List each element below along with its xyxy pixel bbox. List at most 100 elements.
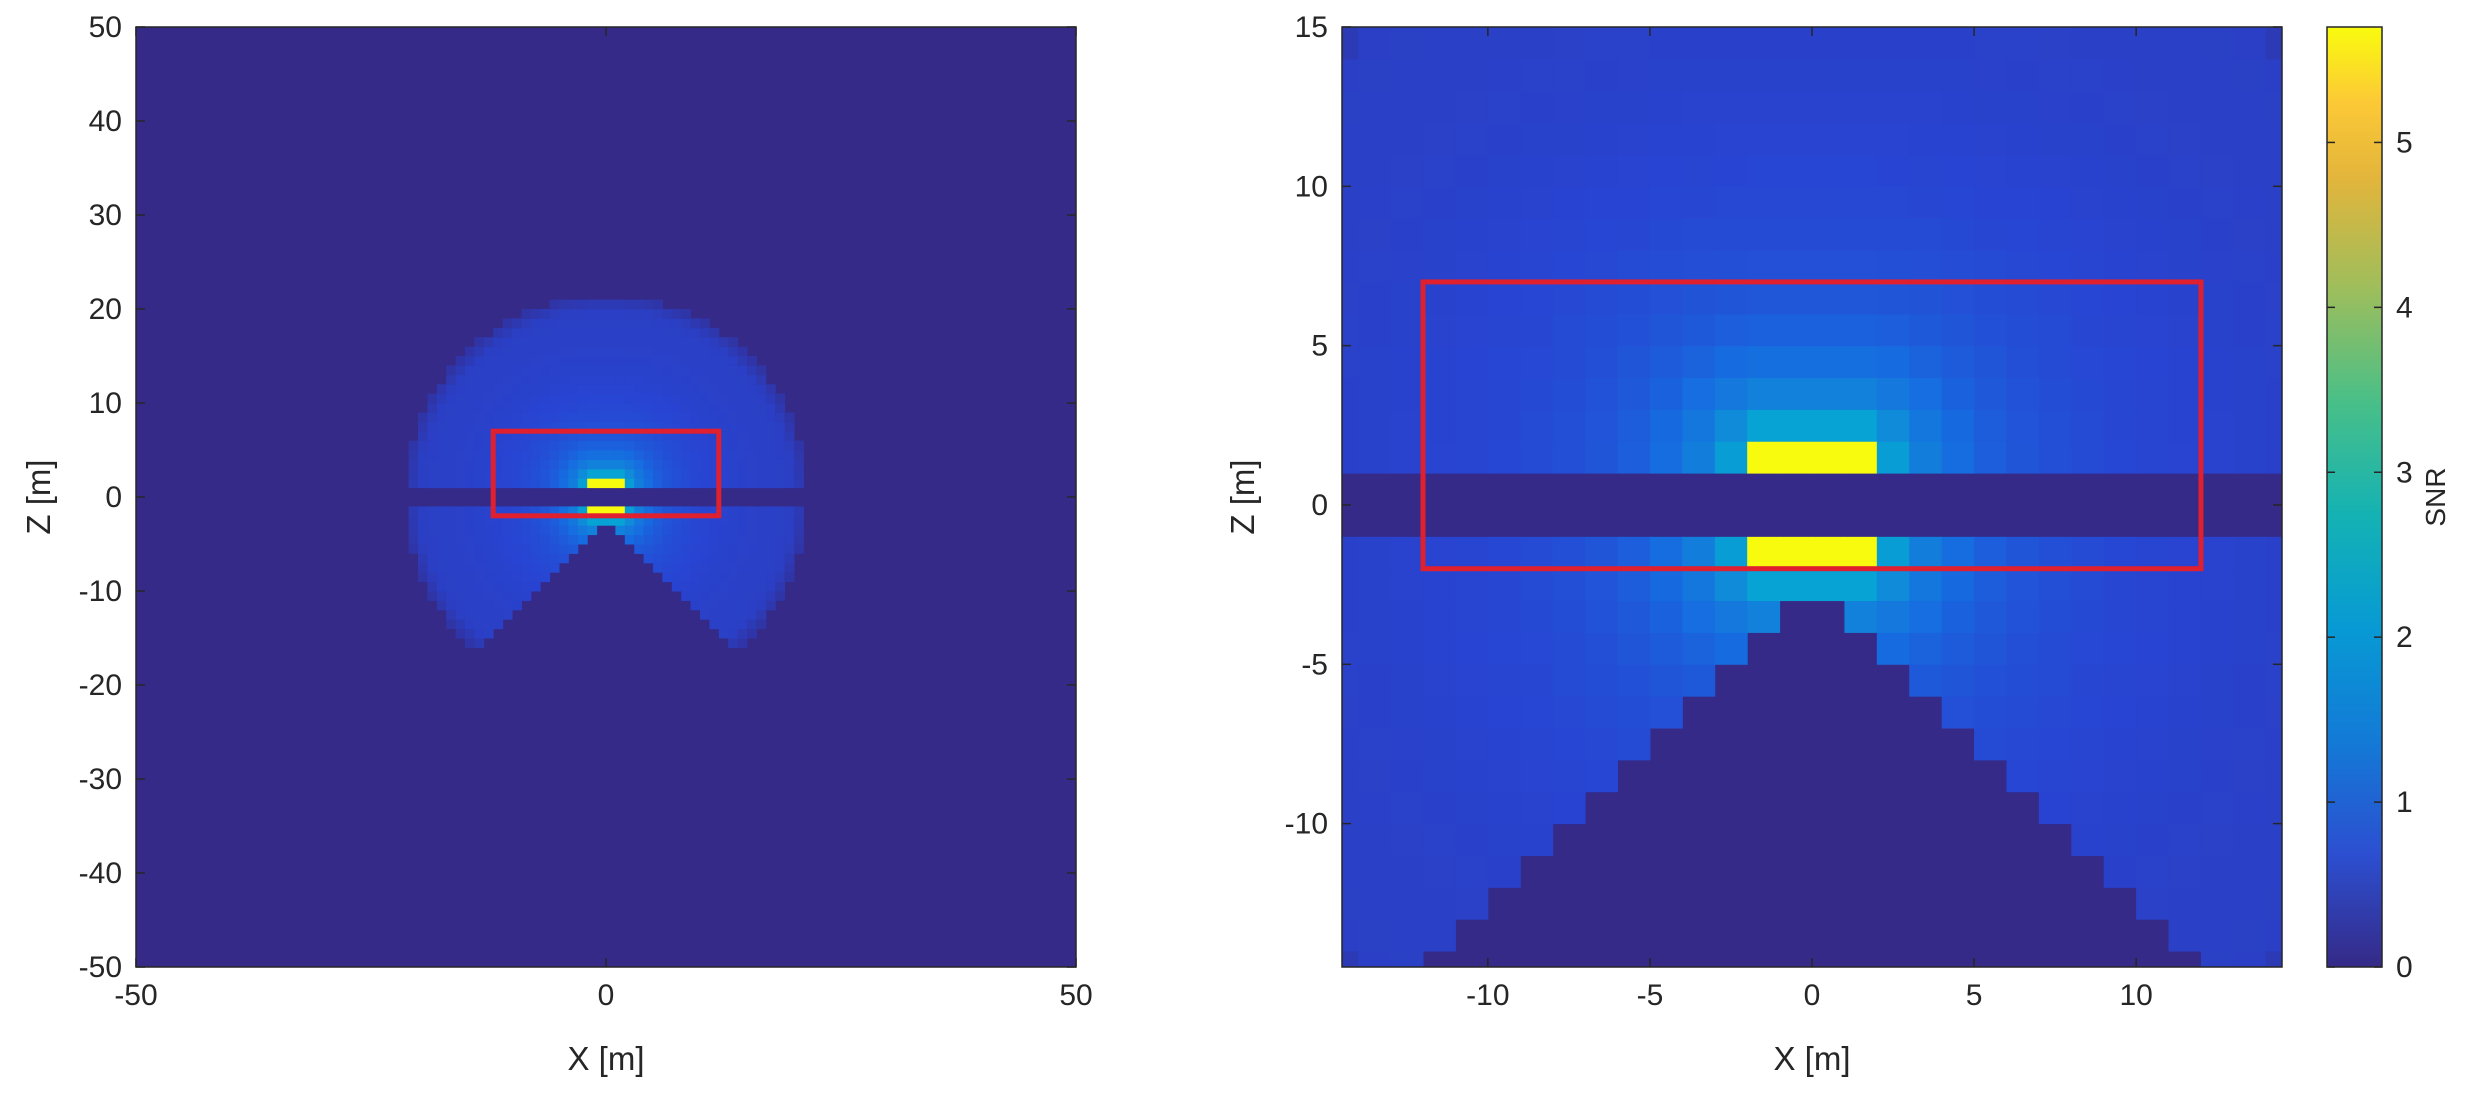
x-tick-label: -5 [1637,979,1664,1012]
heatmap-cell [493,553,504,564]
heatmap-cell [2006,154,2040,187]
heatmap-cell [775,459,786,470]
heatmap-cell [436,468,447,479]
heatmap-cell [1358,600,1392,633]
x-tick-label: 5 [1966,979,1983,1012]
heatmap-cell [1909,632,1943,665]
heatmap-cell [1390,664,1424,697]
heatmap-cell [1974,281,2007,315]
heatmap-cell [596,478,607,489]
heatmap-cell [1342,58,1359,92]
heatmap-cell [681,459,692,470]
heatmap-cell [2136,250,2170,283]
heatmap-cell [718,393,729,404]
heatmap-cell [794,450,804,460]
heatmap-cell [700,450,710,460]
heatmap-cell [756,562,767,573]
heatmap-cell [737,384,748,395]
heatmap-cell [549,393,560,404]
heatmap-cell [521,534,532,545]
heatmap-cell [2265,855,2283,888]
heatmap-cell [2038,632,2072,665]
heatmap-cell [1747,536,1781,570]
heatmap-cell [653,327,663,338]
heatmap-cell [549,412,560,423]
heatmap-cell [653,450,663,460]
heatmap-cell [1682,568,1716,602]
heatmap-cell [455,440,466,451]
heatmap-cell [1617,632,1651,665]
heatmap-cell [1682,600,1716,633]
heatmap-cell [1358,632,1392,665]
heatmap-cell [662,431,673,442]
heatmap-cell [2136,887,2170,920]
y-tick-label: -40 [79,857,122,890]
heatmap-cell [756,403,767,413]
heatmap-cell [1455,313,1489,347]
heatmap-cell [718,421,729,432]
heatmap-cell [596,318,607,329]
y-tick-label: 40 [89,105,122,138]
heatmap-cell [643,515,654,526]
heatmap-cell [765,431,776,442]
heatmap-cell [756,553,767,564]
heatmap-cell [559,553,569,564]
heatmap-cell [474,515,485,526]
heatmap-cell [1617,90,1651,124]
heatmap-cell [2103,250,2137,283]
heatmap-cell [1941,345,1975,379]
heatmap-cell [2071,664,2105,697]
heatmap-cell [737,506,748,517]
heatmap-cell [1812,27,1845,60]
heatmap-cell [493,572,504,583]
heatmap-cell [1552,281,1586,315]
heatmap-cell [718,562,729,573]
heatmap-cell [1909,58,1943,92]
heatmap-cell [1423,568,1456,602]
heatmap-cell [1649,90,1683,124]
heatmap-cell [587,525,598,536]
heatmap-cell [1682,664,1716,697]
heatmap-cell [671,525,682,536]
heatmap-cell [530,356,541,366]
heatmap-cell [653,412,663,423]
heatmap-cell [2103,759,2137,793]
heatmap-cell [483,384,494,395]
heatmap-cell [436,403,447,413]
heatmap-cell [2071,218,2105,251]
heatmap-cell [2038,600,2072,633]
heatmap-cell [643,544,654,554]
colorbar-tick-label: 5 [2396,126,2413,159]
heatmap-cell [1342,600,1359,633]
heatmap-cell [2071,250,2105,283]
heatmap-cell [1423,27,1456,60]
heatmap-cell [512,450,522,460]
heatmap-cell [540,384,551,395]
heatmap-cell [624,468,635,479]
heatmap-cell [1779,536,1813,570]
heatmap-cell [1747,568,1781,602]
heatmap-cell [427,515,438,526]
heatmap-cell [2168,823,2202,856]
heatmap-cell [634,440,645,451]
heatmap-cell [1390,568,1424,602]
heatmap-cell [2071,823,2105,856]
heatmap-cell [502,393,513,404]
heatmap-cell [455,609,466,620]
heatmap-cell [540,515,551,526]
y-tick-label: 0 [105,481,122,514]
heatmap-cell [709,534,720,545]
heatmap-cell [455,478,466,489]
heatmap-cell [1487,632,1521,665]
heatmap-cell [615,515,626,526]
y-tick-label: 5 [1311,330,1328,363]
heatmap-cell [549,365,560,376]
heatmap-cell [455,384,466,395]
heatmap-cell [2103,218,2137,251]
heatmap-cell [1342,823,1359,856]
heatmap-cell [690,346,701,357]
heatmap-cell [568,525,579,536]
heatmap-cell [530,581,541,592]
heatmap-cell [718,525,729,536]
heatmap-cell [653,553,663,564]
